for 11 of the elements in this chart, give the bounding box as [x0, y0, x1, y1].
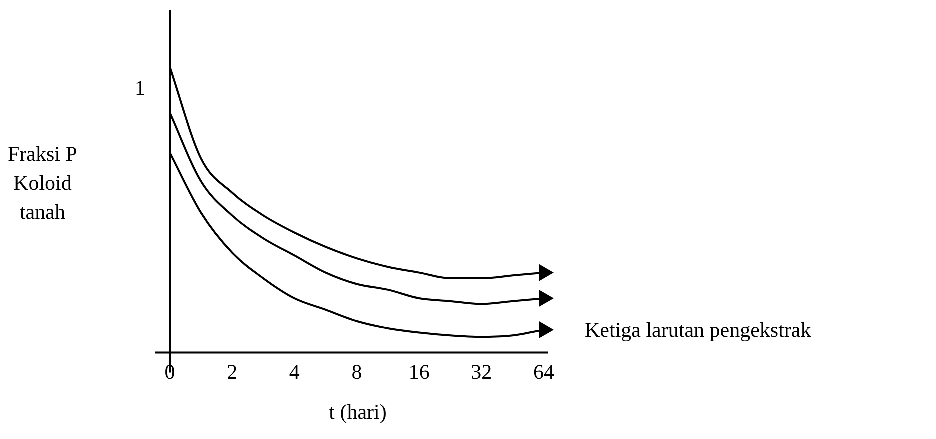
x-tick-label: 2: [227, 360, 238, 384]
x-tick-label: 32: [471, 360, 492, 384]
x-tick-label: 64: [534, 360, 555, 384]
y-axis-title: Fraksi P Koloid tanah: [8, 141, 78, 226]
text: Ketiga larutan pengekstrak: [585, 317, 812, 344]
text: 1: [135, 75, 146, 102]
x-axis-title: t (hari): [328, 399, 388, 426]
x-tick-label: 16: [408, 360, 430, 384]
x-tick-label: 8: [352, 360, 362, 384]
x-tick-label: 4: [289, 360, 300, 384]
x-tick-label: 0: [164, 360, 176, 384]
